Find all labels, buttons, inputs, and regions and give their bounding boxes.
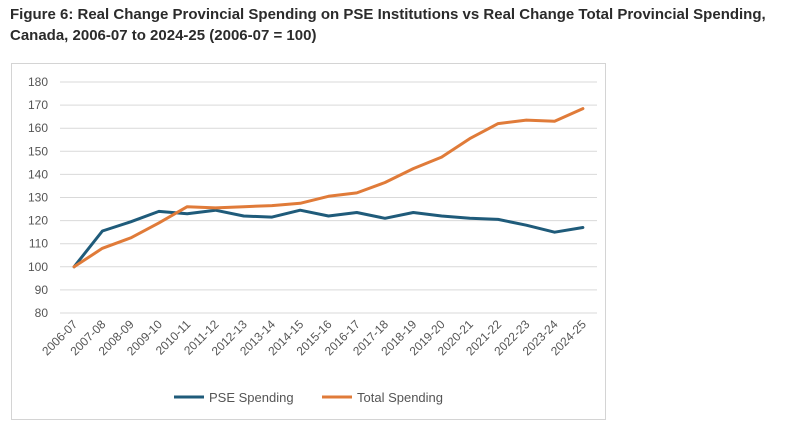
data-point [101,247,104,250]
y-tick-label: 180 [28,75,48,89]
data-point [299,209,302,212]
chart-frame: 80 90 100 110 120 130 140 150 160 170 180 2006-07 2… [11,63,606,420]
data-point [185,212,189,215]
y-tick-label: 140 [28,167,48,181]
legend-label: PSE Spending [209,390,294,405]
legend-label: Total Spending [357,390,443,405]
data-point [101,229,104,233]
data-point [412,211,415,214]
y-tick-label: 150 [28,144,48,158]
y-tick-label: 100 [28,260,48,274]
series-lines [72,107,585,269]
data-point [157,221,161,225]
y-tick-label: 130 [28,191,48,205]
data-point [468,137,472,140]
data-point [355,211,358,214]
y-axis: 80 90 100 110 120 130 140 150 160 170 180 [28,75,48,320]
data-point [383,181,387,184]
data-point [581,107,585,110]
y-tick-label: 90 [35,283,49,297]
series-line-pse-spending [72,208,585,269]
y-tick-label: 170 [28,98,48,112]
figure-title: Figure 6: Real Change Provincial Spendin… [10,6,766,44]
y-tick-label: 80 [35,306,49,320]
data-point [214,206,217,210]
data-point [242,214,245,218]
data-point [468,217,472,220]
data-point [72,265,76,268]
data-point [525,118,528,122]
data-point [581,226,585,229]
data-point [440,214,443,218]
data-point [327,214,330,218]
y-tick-label: 110 [29,237,48,251]
data-point [270,204,274,207]
data-point [327,195,330,198]
data-point [440,155,443,159]
data-point [383,217,387,220]
data-point [496,218,500,221]
data-point [299,202,302,205]
series-line-total-spending [72,107,585,269]
data-point [270,215,274,219]
data-point [553,230,556,234]
y-tick-label: 120 [28,214,48,228]
legend: PSE Spending Total Spending [174,390,443,405]
data-point [157,210,161,213]
data-point [355,191,358,195]
x-axis: 2006-072007-082008-092009-102010-112011-… [39,317,589,358]
line-chart: 80 90 100 110 120 130 140 150 160 170 180 2006-072… [28,75,597,405]
data-point [129,220,132,223]
data-point [214,209,217,212]
data-point [129,236,132,240]
data-point [242,205,245,208]
data-point [185,205,189,208]
data-point [496,122,500,125]
data-point [412,167,415,170]
data-point [525,224,528,227]
y-tick-label: 160 [28,121,48,135]
data-point [553,120,556,123]
